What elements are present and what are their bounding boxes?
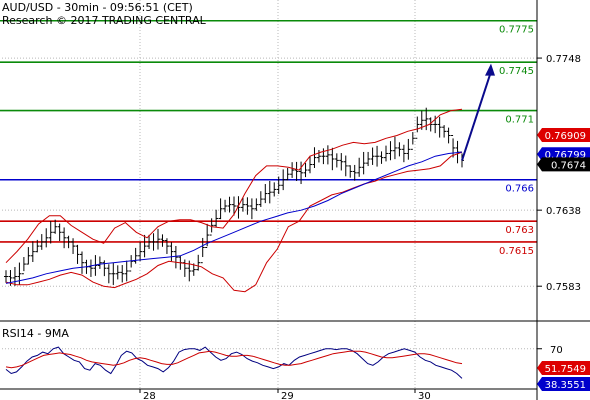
level-label: 0.763: [505, 225, 534, 236]
price-badge: [537, 157, 590, 172]
rsi-line: [5, 346, 463, 379]
rsi-badge: [537, 361, 590, 375]
gridlines: [2, 0, 537, 389]
price-series: [4, 63, 495, 293]
level-label: 0.7775: [499, 25, 534, 36]
price-badge: [537, 128, 590, 143]
time-tick-label: 28: [143, 391, 156, 400]
price-tick-label: 0.7638: [546, 206, 581, 217]
rsi-badge-label: 51.7549: [545, 364, 586, 375]
chart-subtitle: Research © 2017 TRADING CENTRAL: [2, 14, 206, 27]
level-label: 0.766: [505, 184, 534, 195]
rsi-title: RSI14 - 9MA: [2, 327, 69, 340]
level-label: 0.7615: [499, 246, 534, 257]
bollinger-upper: [5, 108, 463, 264]
projection-arrow-head: [485, 63, 495, 76]
price-tick-label: 0.7583: [546, 282, 581, 293]
price-badge-label: 0.76909: [545, 131, 586, 142]
price-tick-label: 0.7748: [546, 54, 581, 65]
rsi-ma-line: [5, 350, 463, 369]
level-label: 0.771: [505, 115, 534, 126]
time-tick-label: 29: [281, 391, 294, 400]
level-lines: 0.7775 0.7745 0.771 0.766 0.763 0.7615: [0, 19, 537, 257]
rsi-badge-label: 38.3551: [545, 380, 586, 391]
projection-arrow: [461, 71, 492, 161]
price-badge-label: 0.7674: [551, 160, 586, 171]
level-label: 0.7745: [499, 66, 534, 77]
bollinger-lower: [5, 151, 463, 293]
rsi-series: [5, 346, 463, 379]
rsi-badge: [537, 377, 590, 391]
time-tick-label: 30: [418, 391, 431, 400]
chart-title: AUD/USD - 30min - 09:56:51 (CET): [2, 1, 193, 14]
rsi-tick-label: 70: [550, 345, 563, 356]
moving-average: [5, 151, 463, 284]
price-badge-label: 0.76799: [545, 150, 586, 161]
